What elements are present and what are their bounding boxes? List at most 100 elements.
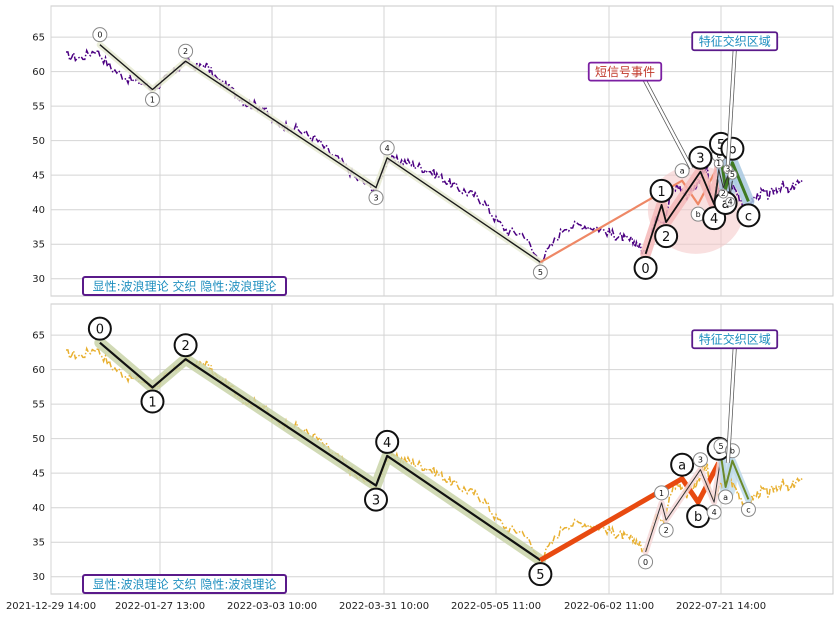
wave-label-text: 0 [641,262,649,277]
wave-label-text: 4 [383,436,391,451]
y-tick-label: 40 [32,205,45,216]
annotation-box [691,329,779,350]
wave-label-circle [736,203,761,228]
wave-label-0: 0 [87,316,112,341]
wave-label-4: 4 [375,429,400,454]
wave-label-circle [688,145,713,170]
x-tick-label: 2022-01-27 13:00 [115,601,205,612]
annotation-arrow [643,80,693,169]
annotation-text: 短信号事件 [595,65,655,79]
annotation-arrow [726,50,736,165]
wave-label-5: 5 [727,169,738,180]
wave-line [99,44,541,263]
wave-label-text: 1 [657,185,665,200]
wave-label-circle [654,485,670,501]
wave-label-1: 1 [649,178,674,203]
wave-label-2: 2 [178,43,194,59]
wave-label-text: 2 [181,339,189,354]
wave-label-circle [87,316,112,341]
wave-label-text: 1 [148,396,156,411]
wave-label-circle [140,389,165,414]
wave-label-text: a [723,493,728,502]
price-series-line [65,345,803,566]
wave-label-text: c [746,505,750,514]
wave-label-circle [173,333,198,358]
wave-label-circle [649,178,674,203]
bottom-panel: 3035404550556065012345abc012345abc特征交织区域… [32,303,834,595]
y-tick-label: 50 [32,434,45,445]
top-panel: 3035404550556065012345abc012345abc12345短… [32,5,834,297]
wave-label-circle [670,452,695,477]
x-tick-label: 2021-12-29 14:00 [6,601,96,612]
wave-label-1: 1 [144,92,160,108]
y-tick-label: 60 [32,67,45,78]
wave-label-circle [92,27,108,43]
caption-box [82,276,287,296]
caption-text: 显性:波浪理论 交织 隐性:波浪理论 [93,577,277,592]
wave-label-text: 0 [96,323,104,338]
wave-label-text: 2 [721,189,726,198]
wave-label-circle [740,501,756,517]
wave-label-circle [633,255,658,280]
wave-label-circle [692,452,708,468]
wave-label-text: 1 [659,489,664,498]
wave-label-3: 3 [368,190,384,206]
wave-label-circle [638,554,654,570]
wave-label-4: 4 [725,196,736,207]
wave-label-text: 1 [150,96,155,105]
wave-label-text: b [694,510,702,525]
wave-line [720,455,750,500]
wave-label-text: b [728,143,736,158]
wave-label-0: 0 [638,554,654,570]
wave-label-a: a [670,452,695,477]
wave-label-text: 3 [698,456,703,465]
wave-label-text: b [730,447,735,456]
wave-label-text: 3 [373,194,378,203]
wave-line [99,341,542,562]
wave-label-text: 5 [536,568,544,583]
wave-label-2: 2 [718,188,729,199]
wave-label-2: 2 [654,224,679,249]
wave-label-circle [375,429,400,454]
y-tick-label: 55 [32,400,45,411]
wave-label-1: 1 [713,158,724,169]
wave-label-b: b [720,136,745,161]
caption-text: 显性:波浪理论 交织 隐性:波浪理论 [93,279,277,294]
x-tick-label: 2022-07-21 14:00 [676,601,766,612]
wave-label-text: 4 [710,212,718,227]
wave-label-text: a [722,197,730,212]
wave-label-text: 5 [538,268,543,277]
y-tick-label: 45 [32,469,45,480]
wave-label-text: b [696,210,701,219]
wave-label-text: 5 [718,442,723,451]
wave-label-text: 3 [696,152,704,167]
wave-label-text: 0 [643,558,648,567]
annotation-arrow [726,348,736,463]
wave-label-circle [727,169,738,180]
y-tick-label: 50 [32,136,45,147]
wave-label-circle [654,224,679,249]
wave-label-a: a [674,163,690,179]
annotation-text: 特征交织区域 [699,34,771,49]
wave-label-text: 4 [385,144,390,153]
wave-label-circle [144,92,160,108]
wave-line [645,455,722,553]
wave-label-a: a [718,489,734,505]
x-tick-label: 2022-03-31 10:00 [339,601,429,612]
wave-label-text: 1 [716,159,721,168]
wave-label-text: 3 [372,494,380,509]
y-tick-label: 60 [32,365,45,376]
wave-label-circle [364,487,388,512]
wave-label-c: c [736,203,761,228]
wave-label-text: 5 [730,170,735,179]
wave-label-c: c [740,501,756,517]
y-tick-label: 35 [32,538,45,549]
wave-label-5: 5 [532,264,548,280]
y-tick-label: 65 [32,33,45,44]
x-tick-label: 2022-03-03 10:00 [227,601,317,612]
y-tick-label: 30 [32,274,45,285]
wave-label-text: 2 [664,526,669,535]
y-tick-label: 65 [32,331,45,342]
wave-label-2: 2 [173,333,198,358]
